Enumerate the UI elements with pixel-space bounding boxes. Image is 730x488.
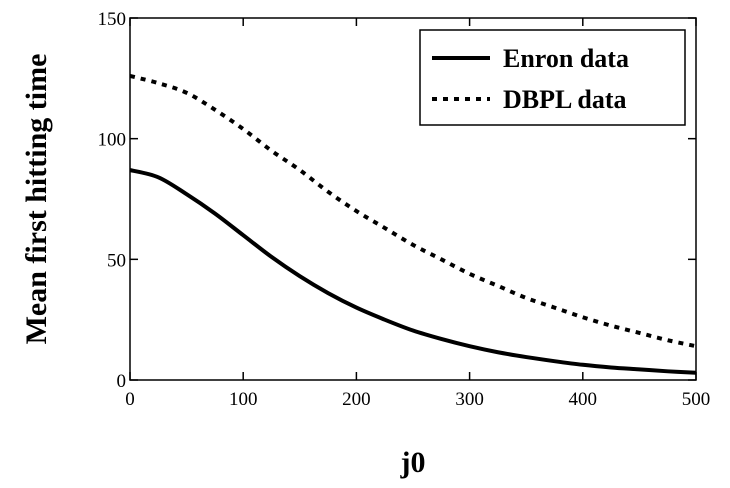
series-line-dbpl — [129, 73, 697, 349]
y-tick-label: 0 — [117, 371, 127, 392]
y-tick-label: 50 — [107, 250, 126, 271]
x-axis-ticks: 0 100 200 300 400 500 — [125, 18, 710, 410]
legend-label-dbpl: DBPL data — [503, 85, 627, 114]
x-tick-label: 400 — [569, 389, 598, 410]
x-tick-label: 0 — [125, 389, 135, 410]
legend-box — [419, 29, 686, 126]
legend-label-enron: Enron data — [503, 44, 629, 73]
x-axis-title: j0 — [400, 446, 426, 479]
x-tick-label: 200 — [342, 389, 371, 410]
x-tick-label: 500 — [682, 389, 711, 410]
x-tick-label: 300 — [455, 389, 484, 410]
y-axis-title: Mean first hitting time — [20, 54, 53, 345]
y-tick-label: 150 — [98, 9, 127, 30]
series-group — [129, 73, 697, 375]
legend: Enron data DBPL data — [419, 29, 686, 126]
plot-frame — [129, 17, 697, 381]
y-tick-label: 100 — [98, 130, 127, 151]
x-tick-label: 100 — [229, 389, 258, 410]
series-line-enron — [129, 168, 697, 375]
